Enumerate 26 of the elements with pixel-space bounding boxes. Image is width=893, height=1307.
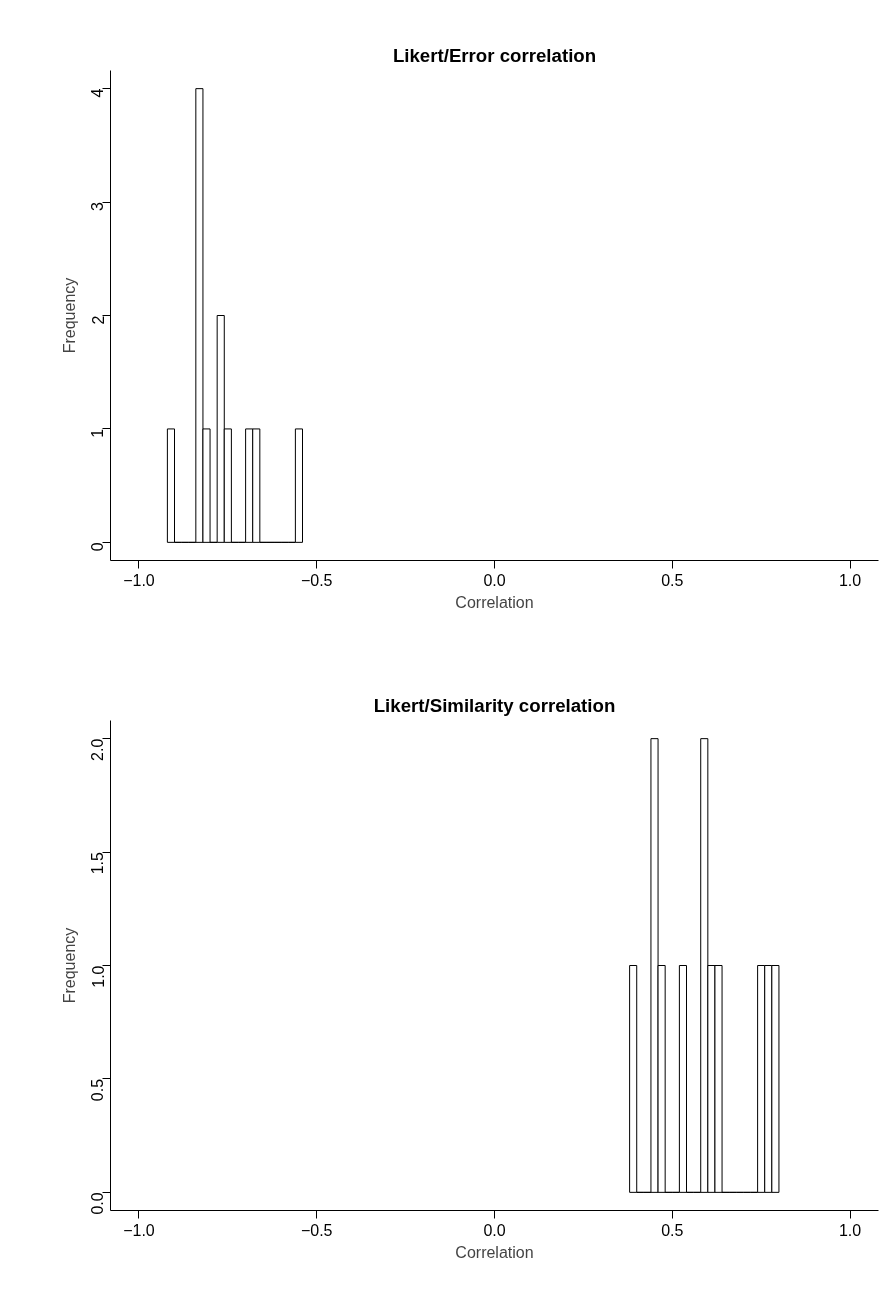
y-tick-label: 3 bbox=[89, 201, 107, 211]
y-tick-label: 2 bbox=[89, 315, 107, 325]
x-axis-title: Correlation bbox=[455, 593, 534, 611]
y-tick-label: 4 bbox=[89, 88, 107, 98]
x-tick-label: 1.0 bbox=[838, 1221, 862, 1239]
y-tick-label: 2.0 bbox=[89, 738, 107, 761]
y-axis-title: Frequency bbox=[60, 927, 78, 1004]
chart-title: Likert/Error correlation bbox=[392, 44, 597, 66]
x-tick-label: 0.0 bbox=[483, 1221, 506, 1239]
x-tick-label: −1.0 bbox=[123, 571, 155, 589]
x-tick-label: −0.5 bbox=[300, 1221, 333, 1239]
x-tick-label: 1.0 bbox=[838, 571, 862, 589]
y-tick-label: 0.5 bbox=[89, 1078, 107, 1102]
x-axis-title: Correlation bbox=[455, 1243, 534, 1261]
x-tick-label: −1.0 bbox=[123, 1221, 155, 1239]
chart-title: Likert/Similarity correlation bbox=[373, 694, 616, 716]
y-tick-label: 1 bbox=[89, 428, 107, 438]
x-tick-label: 0.5 bbox=[661, 571, 684, 589]
y-tick-label: 0.0 bbox=[89, 1192, 107, 1215]
x-tick-label: 0.0 bbox=[483, 571, 506, 589]
y-tick-label: 1.0 bbox=[89, 965, 107, 988]
x-tick-label: −0.5 bbox=[300, 571, 333, 589]
y-axis-title: Frequency bbox=[60, 277, 78, 354]
y-tick-label: 1.5 bbox=[89, 851, 107, 875]
x-tick-label: 0.5 bbox=[661, 1221, 684, 1239]
y-tick-label: 0 bbox=[89, 542, 107, 552]
